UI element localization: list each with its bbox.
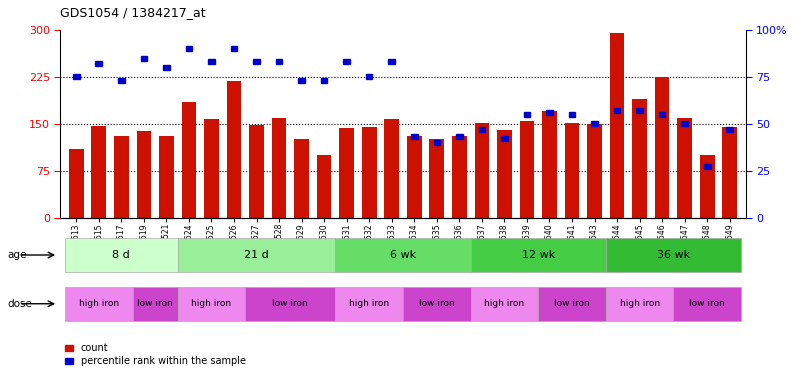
- Bar: [588, 124, 602, 218]
- Bar: [565, 123, 580, 218]
- Bar: [654, 77, 670, 218]
- Bar: [91, 126, 106, 218]
- Bar: [132, 287, 177, 321]
- Text: 8 d: 8 d: [112, 250, 131, 260]
- Bar: [403, 287, 471, 321]
- Bar: [362, 127, 376, 218]
- Bar: [276, 59, 282, 64]
- Bar: [226, 81, 241, 218]
- Bar: [339, 128, 354, 217]
- Bar: [163, 65, 170, 70]
- Bar: [69, 149, 84, 217]
- Bar: [272, 117, 286, 218]
- Bar: [245, 287, 335, 321]
- Bar: [114, 136, 129, 218]
- Bar: [434, 140, 440, 145]
- Bar: [479, 127, 485, 132]
- Bar: [335, 287, 403, 321]
- Bar: [343, 59, 350, 64]
- Bar: [471, 287, 538, 321]
- Legend: count, percentile rank within the sample: count, percentile rank within the sample: [65, 344, 246, 366]
- Text: high iron: high iron: [79, 299, 118, 308]
- Bar: [185, 46, 192, 51]
- Bar: [524, 112, 530, 117]
- Text: low iron: low iron: [689, 299, 725, 308]
- Bar: [430, 140, 444, 218]
- Text: 6 wk: 6 wk: [390, 250, 416, 260]
- Bar: [118, 78, 125, 83]
- Bar: [177, 238, 335, 272]
- Bar: [674, 287, 741, 321]
- Bar: [140, 56, 147, 61]
- Bar: [722, 127, 737, 218]
- Bar: [726, 127, 733, 132]
- Text: 12 wk: 12 wk: [521, 250, 555, 260]
- Bar: [497, 130, 512, 218]
- Bar: [520, 121, 534, 218]
- Bar: [294, 140, 309, 218]
- Bar: [159, 136, 174, 218]
- Text: high iron: high iron: [620, 299, 659, 308]
- Bar: [321, 78, 327, 83]
- Text: low iron: low iron: [555, 299, 590, 308]
- Bar: [681, 121, 688, 126]
- Bar: [335, 238, 471, 272]
- Bar: [204, 119, 218, 218]
- Bar: [456, 134, 463, 140]
- Bar: [606, 238, 741, 272]
- Bar: [65, 238, 177, 272]
- Bar: [208, 59, 214, 64]
- Bar: [592, 121, 598, 126]
- Bar: [177, 287, 245, 321]
- Text: 21 d: 21 d: [244, 250, 269, 260]
- Bar: [411, 134, 418, 140]
- Bar: [95, 61, 102, 66]
- Text: high iron: high iron: [191, 299, 231, 308]
- Text: 36 wk: 36 wk: [657, 250, 690, 260]
- Bar: [136, 131, 152, 218]
- Bar: [388, 59, 395, 64]
- Bar: [501, 136, 508, 141]
- Bar: [73, 74, 80, 80]
- Text: low iron: low iron: [419, 299, 455, 308]
- Bar: [384, 119, 399, 218]
- Text: high iron: high iron: [484, 299, 525, 308]
- Bar: [181, 102, 196, 218]
- Bar: [471, 238, 606, 272]
- Text: age: age: [7, 250, 27, 260]
- Bar: [542, 111, 557, 218]
- Bar: [366, 74, 372, 80]
- Bar: [253, 59, 260, 64]
- Bar: [704, 164, 711, 170]
- Bar: [659, 112, 666, 117]
- Bar: [632, 99, 647, 218]
- Bar: [231, 46, 237, 51]
- Bar: [700, 155, 715, 218]
- Bar: [677, 117, 692, 218]
- Bar: [636, 108, 643, 113]
- Bar: [606, 287, 674, 321]
- Bar: [407, 136, 422, 218]
- Bar: [475, 123, 489, 218]
- Bar: [538, 287, 606, 321]
- Text: low iron: low iron: [272, 299, 308, 308]
- Bar: [614, 108, 621, 113]
- Bar: [298, 78, 305, 83]
- Bar: [569, 112, 575, 117]
- Bar: [317, 155, 331, 218]
- Bar: [546, 110, 553, 115]
- Bar: [610, 33, 625, 218]
- Bar: [65, 287, 132, 321]
- Text: dose: dose: [7, 299, 32, 309]
- Bar: [452, 136, 467, 218]
- Bar: [249, 125, 264, 217]
- Text: high iron: high iron: [349, 299, 389, 308]
- Text: low iron: low iron: [137, 299, 173, 308]
- Text: GDS1054 / 1384217_at: GDS1054 / 1384217_at: [60, 6, 206, 19]
